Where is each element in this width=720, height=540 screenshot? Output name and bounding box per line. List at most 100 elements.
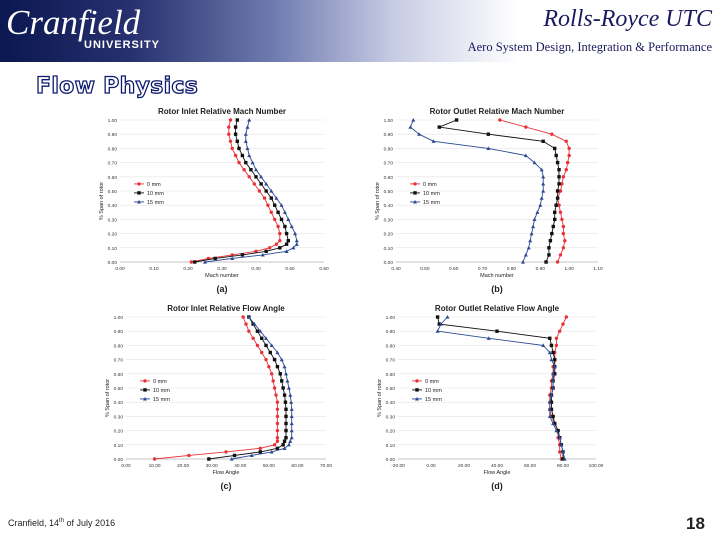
data-point	[268, 350, 272, 355]
legend-marker	[137, 191, 141, 195]
x-tick-label: 0.00	[115, 266, 125, 272]
legend-marker	[143, 388, 147, 392]
data-point	[254, 175, 258, 179]
data-point	[553, 421, 557, 426]
x-tick-label: 60.00	[524, 463, 536, 469]
data-point	[551, 378, 556, 383]
data-point	[255, 343, 260, 348]
y-tick-label: 0.80	[386, 343, 396, 349]
y-tick-label: 0.50	[386, 386, 396, 392]
x-tick-label: 0.90	[536, 266, 546, 272]
data-point	[283, 400, 288, 404]
data-point	[566, 160, 570, 165]
series-0-mm	[189, 118, 282, 264]
data-point	[486, 146, 491, 150]
data-point	[258, 329, 263, 333]
data-point	[227, 125, 231, 129]
y-tick-label: 0.80	[384, 146, 394, 152]
data-point	[288, 439, 293, 443]
data-point	[260, 336, 264, 340]
data-point	[285, 378, 290, 383]
data-point	[411, 118, 416, 122]
x-tick-label: 50.00	[263, 463, 275, 469]
data-point	[224, 450, 228, 454]
chart-caption: (d)	[491, 481, 503, 491]
chart-title: Rotor Outlet Relative Mach Number	[430, 107, 565, 116]
data-point	[561, 246, 566, 250]
footer-date-prefix: Cranfield, 14	[8, 518, 60, 528]
data-point	[284, 242, 289, 246]
data-point	[237, 160, 241, 165]
y-tick-label: 0.90	[384, 132, 394, 138]
data-point	[564, 139, 568, 143]
series-10-mm	[437, 118, 561, 264]
page-title: Flow Physics	[35, 73, 199, 99]
data-point	[547, 246, 551, 250]
data-point	[564, 168, 568, 172]
legend-label: 15 mm	[147, 200, 164, 206]
data-point	[251, 336, 255, 340]
data-point	[228, 118, 233, 122]
data-point	[233, 153, 238, 158]
data-point	[213, 256, 217, 261]
legend-label: 15 mm	[425, 397, 442, 403]
data-point	[486, 336, 491, 340]
y-tick-label: 0.70	[114, 358, 124, 364]
y-tick-label: 0.30	[114, 414, 124, 420]
x-tick-label: 0.40	[251, 266, 261, 272]
data-point	[235, 139, 239, 143]
x-tick-label: 30.00	[206, 463, 218, 469]
legend-label: 0 mm	[153, 379, 167, 385]
data-point	[529, 231, 534, 236]
data-point	[272, 443, 277, 447]
data-point	[284, 421, 288, 426]
data-point	[435, 329, 440, 333]
data-point	[289, 224, 294, 229]
data-point	[259, 182, 263, 186]
data-point	[207, 457, 211, 461]
x-tick-label: 40.00	[491, 463, 503, 469]
data-point	[564, 315, 568, 319]
data-point	[284, 436, 288, 440]
data-point	[229, 457, 234, 461]
y-tick-label: 0.60	[108, 175, 118, 181]
data-point	[552, 364, 557, 369]
x-tick-label: 60.00	[291, 463, 303, 469]
data-point	[228, 139, 233, 143]
y-tick-label: 0.70	[386, 358, 396, 364]
data-point	[284, 428, 288, 433]
chart-caption: (b)	[491, 284, 503, 294]
data-point	[271, 379, 275, 383]
series-15-mm	[408, 118, 546, 264]
data-point	[549, 343, 554, 348]
y-tick-label: 0.70	[108, 161, 118, 167]
chart-outlet-flow-angle: Rotor Outlet Relative Flow Angle 0.00 0.10…	[377, 304, 604, 491]
data-point	[282, 393, 287, 397]
y-tick-label: 0.10	[386, 443, 396, 449]
data-point	[454, 118, 459, 122]
data-point	[278, 231, 282, 236]
cranfield-logo: Cranfield UNIVERSITY	[6, 4, 159, 52]
data-point	[437, 125, 441, 129]
data-point	[249, 168, 253, 172]
data-point	[561, 224, 566, 229]
data-point	[247, 175, 251, 179]
data-point	[241, 315, 245, 319]
data-point	[232, 453, 237, 458]
legend-label: 0 mm	[425, 379, 439, 385]
data-point	[541, 139, 545, 143]
legend-label: 0 mm	[147, 182, 161, 188]
data-point	[544, 260, 548, 264]
data-point	[541, 343, 546, 347]
data-point	[563, 239, 567, 243]
y-tick-label: 0.40	[384, 203, 394, 209]
data-point	[275, 414, 280, 419]
data-point	[275, 428, 280, 433]
data-point	[554, 153, 558, 158]
data-point	[252, 322, 257, 326]
data-point	[282, 210, 287, 214]
x-tick-label: 10.00	[149, 463, 161, 469]
data-point	[269, 343, 274, 347]
data-point	[269, 210, 273, 214]
data-point	[267, 246, 272, 250]
